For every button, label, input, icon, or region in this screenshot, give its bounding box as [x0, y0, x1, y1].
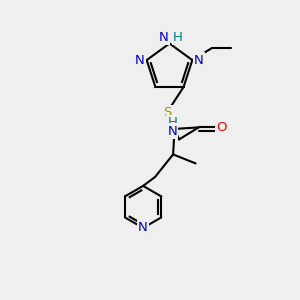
- Text: S: S: [163, 106, 171, 119]
- Text: H: H: [167, 116, 177, 129]
- Text: N: N: [167, 125, 177, 138]
- Text: O: O: [216, 121, 226, 134]
- Text: N: N: [159, 31, 169, 44]
- Text: N: N: [194, 54, 204, 67]
- Text: N: N: [135, 54, 145, 67]
- Text: N: N: [138, 221, 148, 234]
- Text: H: H: [172, 31, 182, 44]
